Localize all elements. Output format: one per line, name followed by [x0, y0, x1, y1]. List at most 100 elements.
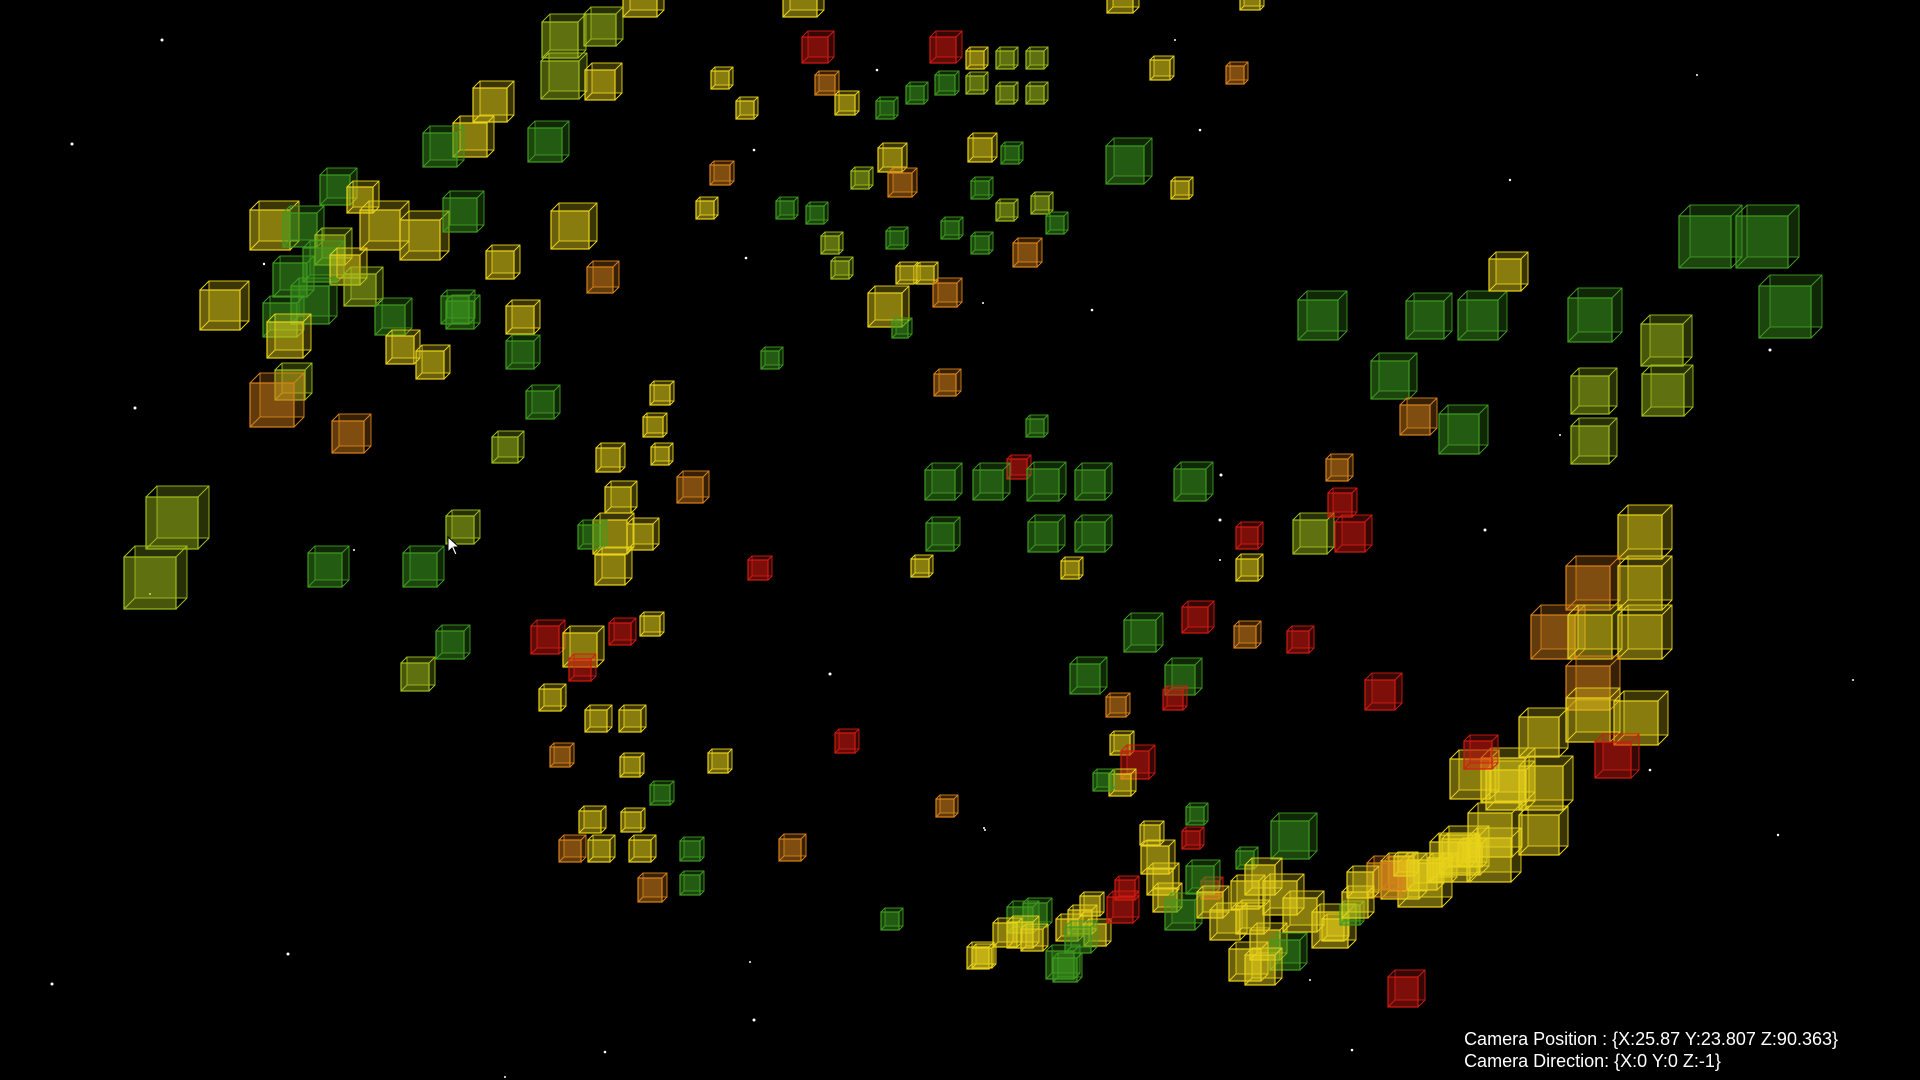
voxel-cube: [1594, 733, 1640, 779]
voxel-cube: [932, 277, 963, 308]
voxel-cube: [525, 384, 561, 420]
voxel-cube: [583, 6, 624, 47]
voxel-cube: [695, 196, 719, 220]
voxel-cube: [472, 80, 515, 123]
voxel-cube: [650, 442, 674, 466]
voxel-cube: [935, 794, 959, 818]
voxel-cube: [1570, 417, 1618, 465]
voxel-cube: [933, 368, 962, 397]
voxel-cube: [422, 125, 465, 168]
voxel-cube: [440, 289, 476, 325]
voxel-cube: [626, 517, 660, 551]
voxel-cloud: [123, 0, 1823, 1008]
voxel-cube: [1617, 555, 1673, 611]
voxel-cube: [1518, 707, 1569, 758]
voxel-cube: [123, 545, 188, 610]
voxel-cube: [266, 313, 312, 359]
voxel-cube: [282, 205, 325, 248]
voxel-cube: [1641, 364, 1694, 417]
voxel-cube: [1334, 514, 1373, 553]
voxel-cube: [619, 752, 645, 778]
voxel-cube: [1114, 875, 1140, 901]
voxel-cube: [924, 462, 963, 501]
star: [1198, 128, 1202, 132]
star: [160, 38, 164, 42]
voxel-cube: [1364, 672, 1403, 711]
voxel-cube: [1457, 290, 1508, 341]
voxel-cube: [1297, 290, 1348, 341]
starfield: [50, 38, 1854, 1078]
voxel-cube: [1045, 944, 1081, 980]
voxel-cube: [1181, 826, 1205, 850]
voxel-cube: [1617, 504, 1673, 560]
voxel-cube: [1185, 802, 1209, 826]
star: [1219, 559, 1221, 561]
star: [286, 952, 290, 956]
voxel-cube: [584, 62, 623, 101]
voxel-cube: [1055, 913, 1084, 942]
voxel-cube: [1518, 805, 1569, 856]
voxel-cube: [540, 52, 588, 100]
voxel-cube: [1012, 237, 1043, 268]
voxel-cube: [1617, 604, 1673, 660]
voxel-cube: [1025, 414, 1049, 438]
voxel-cube: [649, 380, 675, 406]
star: [133, 406, 137, 410]
star: [983, 827, 985, 829]
voxel-cube: [1427, 852, 1458, 883]
camera-hud: Camera Position : {X:25.87 Y:23.807 Z:90…: [1464, 1028, 1838, 1072]
voxel-cube: [934, 70, 960, 96]
voxel-cube: [710, 66, 734, 90]
star: [1218, 518, 1222, 522]
voxel-cube: [1565, 687, 1621, 743]
star: [70, 142, 74, 146]
voxel-cube: [491, 430, 525, 464]
voxel-cube: [887, 167, 918, 198]
voxel-cube: [1405, 292, 1453, 340]
voxel-cube: [1230, 874, 1266, 910]
voxel-cube: [1225, 61, 1249, 85]
voxel-cube: [1109, 730, 1135, 756]
voxel-cube: [775, 196, 799, 220]
voxel-cube: [1565, 555, 1621, 611]
voxel-cube: [274, 362, 313, 401]
voxel-cube: [399, 210, 450, 261]
star: [1309, 979, 1311, 981]
voxel-cube: [967, 132, 998, 163]
voxel-cube: [639, 611, 665, 637]
voxel-cube: [595, 442, 626, 473]
voxel-cube: [782, 0, 825, 18]
voxel-cube: [199, 280, 250, 331]
voxel-cube: [676, 470, 710, 504]
star: [1559, 434, 1561, 436]
voxel-cube: [1518, 755, 1574, 811]
star: [982, 302, 984, 304]
voxel-cube: [709, 160, 735, 186]
voxel-cube: [587, 834, 616, 863]
voxel-cube: [1106, 0, 1140, 14]
voxel-cube: [374, 297, 413, 336]
voxel-cube: [850, 166, 874, 190]
voxel-cube: [995, 46, 1019, 70]
star: [1090, 308, 1094, 312]
voxel-cube: [910, 554, 934, 578]
star: [1776, 833, 1780, 837]
voxel-cube: [1292, 512, 1335, 555]
voxel-cube: [1233, 620, 1262, 649]
voxel-cube: [707, 748, 733, 774]
voxel-cube: [1149, 55, 1175, 81]
voxel-cube: [1327, 487, 1358, 518]
voxel-cube: [1025, 46, 1049, 70]
voxel-cube: [558, 834, 587, 863]
voxel-cube: [1083, 918, 1112, 947]
voxel-cube: [834, 90, 860, 116]
voxel-cube: [1567, 287, 1623, 343]
voxel-cube: [442, 190, 485, 233]
voxel-cube: [400, 656, 436, 692]
voxel-cube: [1152, 882, 1183, 913]
star: [1219, 473, 1223, 477]
voxel-cube: [885, 226, 909, 250]
voxel-cube: [618, 704, 647, 733]
voxel-cube: [760, 346, 784, 370]
